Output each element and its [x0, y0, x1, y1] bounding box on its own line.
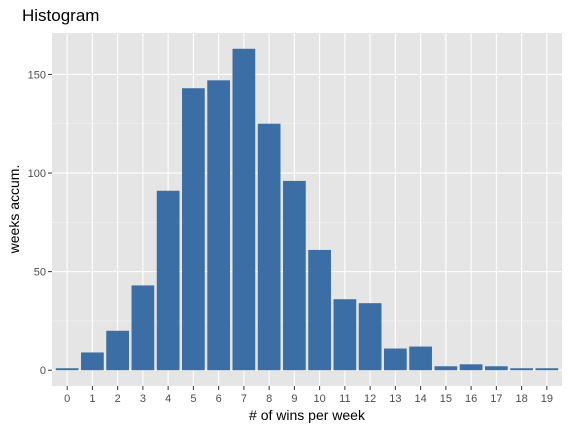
y-axis: 0 50 100 150	[28, 69, 52, 377]
x-tick-label: 3	[140, 393, 146, 405]
x-axis: 0 1 2 3 4 5 6 7 8 9 10 11 12 13 14 15 16 17 18 19	[64, 386, 553, 405]
bar-17	[484, 366, 508, 371]
x-tick-label: 14	[414, 393, 426, 405]
bar-0	[55, 368, 79, 371]
x-tick-label: 13	[389, 393, 401, 405]
chart-title: Histogram	[22, 6, 99, 25]
x-tick-label: 6	[216, 393, 222, 405]
y-tick-label: 50	[34, 267, 46, 279]
bar-19	[535, 368, 559, 371]
bar-14	[409, 346, 432, 371]
x-tick-label: 8	[266, 393, 272, 405]
bar-15	[434, 366, 458, 371]
bar-7	[232, 48, 256, 371]
bar-4	[156, 190, 180, 371]
bar-11	[333, 299, 357, 371]
x-tick-label: 2	[115, 393, 121, 405]
bar-5	[182, 88, 205, 371]
x-tick-label: 0	[64, 393, 70, 405]
y-tick-label: 150	[28, 69, 46, 81]
x-tick-label: 16	[465, 393, 477, 405]
y-axis-title: weeks accum.	[6, 165, 22, 255]
x-tick-label: 11	[339, 393, 350, 405]
bar-3	[131, 285, 155, 371]
bar-9	[283, 180, 306, 371]
bar-12	[358, 303, 382, 371]
x-tick-label: 15	[440, 393, 452, 405]
x-tick-label: 4	[165, 393, 171, 405]
x-tick-label: 7	[241, 393, 247, 405]
bars	[55, 48, 559, 371]
y-tick-label: 0	[40, 365, 46, 377]
bar-2	[106, 330, 130, 371]
x-tick-label: 9	[291, 393, 297, 405]
x-axis-title: # of wins per week	[249, 407, 366, 423]
bar-10	[308, 249, 331, 371]
bar-18	[510, 368, 533, 371]
x-tick-label: 17	[490, 393, 502, 405]
x-tick-label: 18	[515, 393, 527, 405]
x-tick-label: 1	[89, 393, 95, 405]
x-tick-label: 12	[364, 393, 376, 405]
bar-1	[81, 352, 104, 371]
y-tick-label: 100	[28, 168, 46, 180]
bar-6	[207, 80, 230, 371]
x-tick-label: 10	[313, 393, 325, 405]
bar-16	[459, 364, 483, 371]
bar-13	[384, 348, 407, 371]
bar-8	[257, 123, 281, 371]
x-tick-label: 5	[190, 393, 196, 405]
x-tick-label: 19	[541, 393, 553, 405]
